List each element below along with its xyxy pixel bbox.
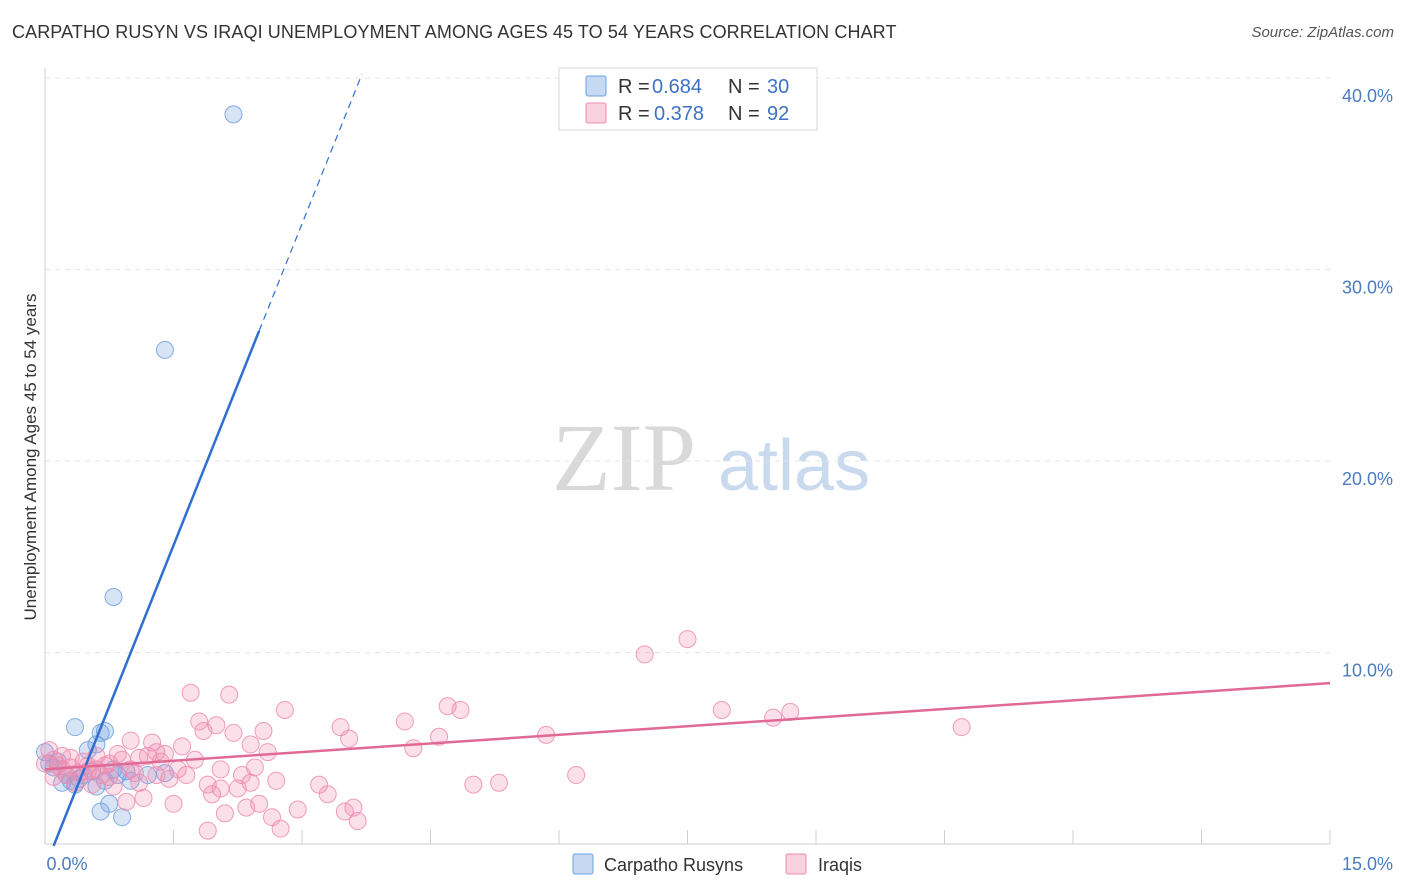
iraqi-point-63 (348, 812, 367, 831)
iraqi-point-78 (952, 718, 971, 737)
iraqi-point-15 (104, 777, 123, 796)
iraqi-point-58 (318, 785, 337, 804)
iraqi-point-21 (130, 773, 149, 792)
iraqi-point-50 (254, 722, 273, 741)
carpatho-rusyn-point-23 (113, 808, 132, 827)
iraqi-point-91 (211, 779, 230, 798)
x-tick-label-1: 15.0% (1342, 854, 1393, 874)
series-iraqis-points (36, 630, 971, 840)
series-legend-label-carpatho-rusyns: Carpatho Rusyns (604, 855, 743, 875)
series-legend: Carpatho Rusyns Iraqis (572, 853, 862, 875)
trend-lines (44, 73, 1331, 847)
iraqi-point-14 (100, 767, 119, 786)
iraqi-point-24 (143, 733, 162, 752)
iraqi-point-70 (490, 773, 509, 792)
carpatho-rusyn-point-9 (65, 718, 84, 737)
iraqi-point-56 (288, 800, 307, 819)
iraqi-point-75 (712, 700, 731, 719)
iraqi-point-74 (678, 630, 697, 649)
series-carpatho-rusyns-points (36, 105, 243, 827)
stats-legend-n-label-0: N = (728, 76, 760, 98)
iraqi-point-31 (173, 737, 192, 756)
iraqi-trend-line (44, 681, 1331, 771)
stats-legend: R = 0.684 N = 30 R = 0.378 N = 92 (558, 67, 818, 131)
iraqi-point-72 (567, 766, 586, 785)
carpatho-rusyn-point-28 (155, 340, 174, 359)
stats-legend-swatch-carpatho-rusyns (585, 75, 607, 97)
series-legend-swatch-iraqis (785, 853, 807, 875)
iraqi-point-60 (335, 802, 354, 821)
watermark-atlas: atlas (718, 426, 870, 506)
stats-legend-n-value-1: 92 (767, 103, 789, 125)
x-tick-label-0: 0.0% (46, 854, 87, 874)
stats-legend-swatch-iraqis (585, 102, 607, 124)
series-legend-swatch-carpatho-rusyns (572, 853, 594, 875)
x-axis-ticks: 0.0% 15.0% (44, 830, 1393, 874)
iraqi-point-33 (181, 683, 200, 702)
watermark-zip: ZIP (552, 404, 696, 511)
iraqi-point-43 (224, 723, 243, 742)
iraqi-point-22 (134, 789, 153, 808)
stats-legend-r-value-1: 0.378 (654, 103, 704, 125)
iraqi-point-42 (220, 685, 239, 704)
carpatho-rusyn-point-19 (100, 794, 119, 813)
y-axis-label: Unemployment Among Ages 45 to 54 years (21, 294, 40, 621)
stats-legend-box (558, 67, 818, 131)
iraqi-point-49 (250, 794, 269, 813)
iraqi-point-47 (241, 735, 260, 754)
iraqi-point-84 (121, 731, 140, 750)
iraqi-point-69 (464, 775, 483, 794)
gridlines (45, 77, 1330, 653)
iraqi-point-76 (764, 708, 783, 727)
iraqi-point-51 (258, 743, 277, 762)
carpatho-rusyn-point-22 (104, 587, 123, 606)
iraqi-point-87 (241, 773, 260, 792)
chart-source: Source: ZipAtlas.com (1251, 24, 1394, 41)
stats-legend-n-value-0: 30 (767, 76, 789, 98)
stats-legend-r-label-0: R = (618, 76, 650, 98)
iraqi-point-66 (430, 727, 449, 746)
iraqi-point-18 (117, 792, 136, 811)
iraqi-point-68 (451, 700, 470, 719)
iraqi-point-35 (190, 712, 209, 731)
iraqi-point-32 (177, 766, 196, 785)
y-tick-label-0: 10.0% (1342, 661, 1393, 681)
iraqi-point-64 (395, 712, 414, 731)
iraqi-point-62 (344, 798, 363, 817)
y-axis-ticks: 10.0% 20.0% 30.0% 40.0% (1342, 86, 1393, 681)
iraqi-point-55 (275, 700, 294, 719)
iraqi-point-54 (271, 819, 290, 838)
stats-legend-r-label-1: R = (618, 103, 650, 125)
iraqi-point-40 (211, 760, 230, 779)
iraqi-point-61 (340, 729, 359, 748)
y-tick-label-3: 40.0% (1342, 86, 1393, 106)
iraqi-point-39 (207, 716, 226, 735)
iraqi-point-41 (215, 804, 234, 823)
series-legend-label-iraqis: Iraqis (818, 855, 862, 875)
carpatho-rusyn-point-29 (224, 105, 243, 124)
iraqi-point-65 (404, 739, 423, 758)
y-tick-label-2: 30.0% (1342, 278, 1393, 298)
iraqi-point-86 (198, 821, 217, 840)
y-tick-label-1: 20.0% (1342, 469, 1393, 489)
chart-title: CARPATHO RUSYN VS IRAQI UNEMPLOYMENT AMO… (12, 22, 897, 42)
iraqi-point-29 (164, 794, 183, 813)
iraqi-point-85 (147, 743, 166, 762)
iraqi-point-48 (245, 758, 264, 777)
stats-legend-n-label-1: N = (728, 103, 760, 125)
carpatho-rusyn-trend-line (52, 330, 261, 847)
stats-legend-r-value-0: 0.684 (652, 76, 702, 98)
iraqi-point-53 (267, 771, 286, 790)
iraqi-point-73 (635, 645, 654, 664)
carpatho-rusyn-trend-extension (258, 73, 363, 332)
